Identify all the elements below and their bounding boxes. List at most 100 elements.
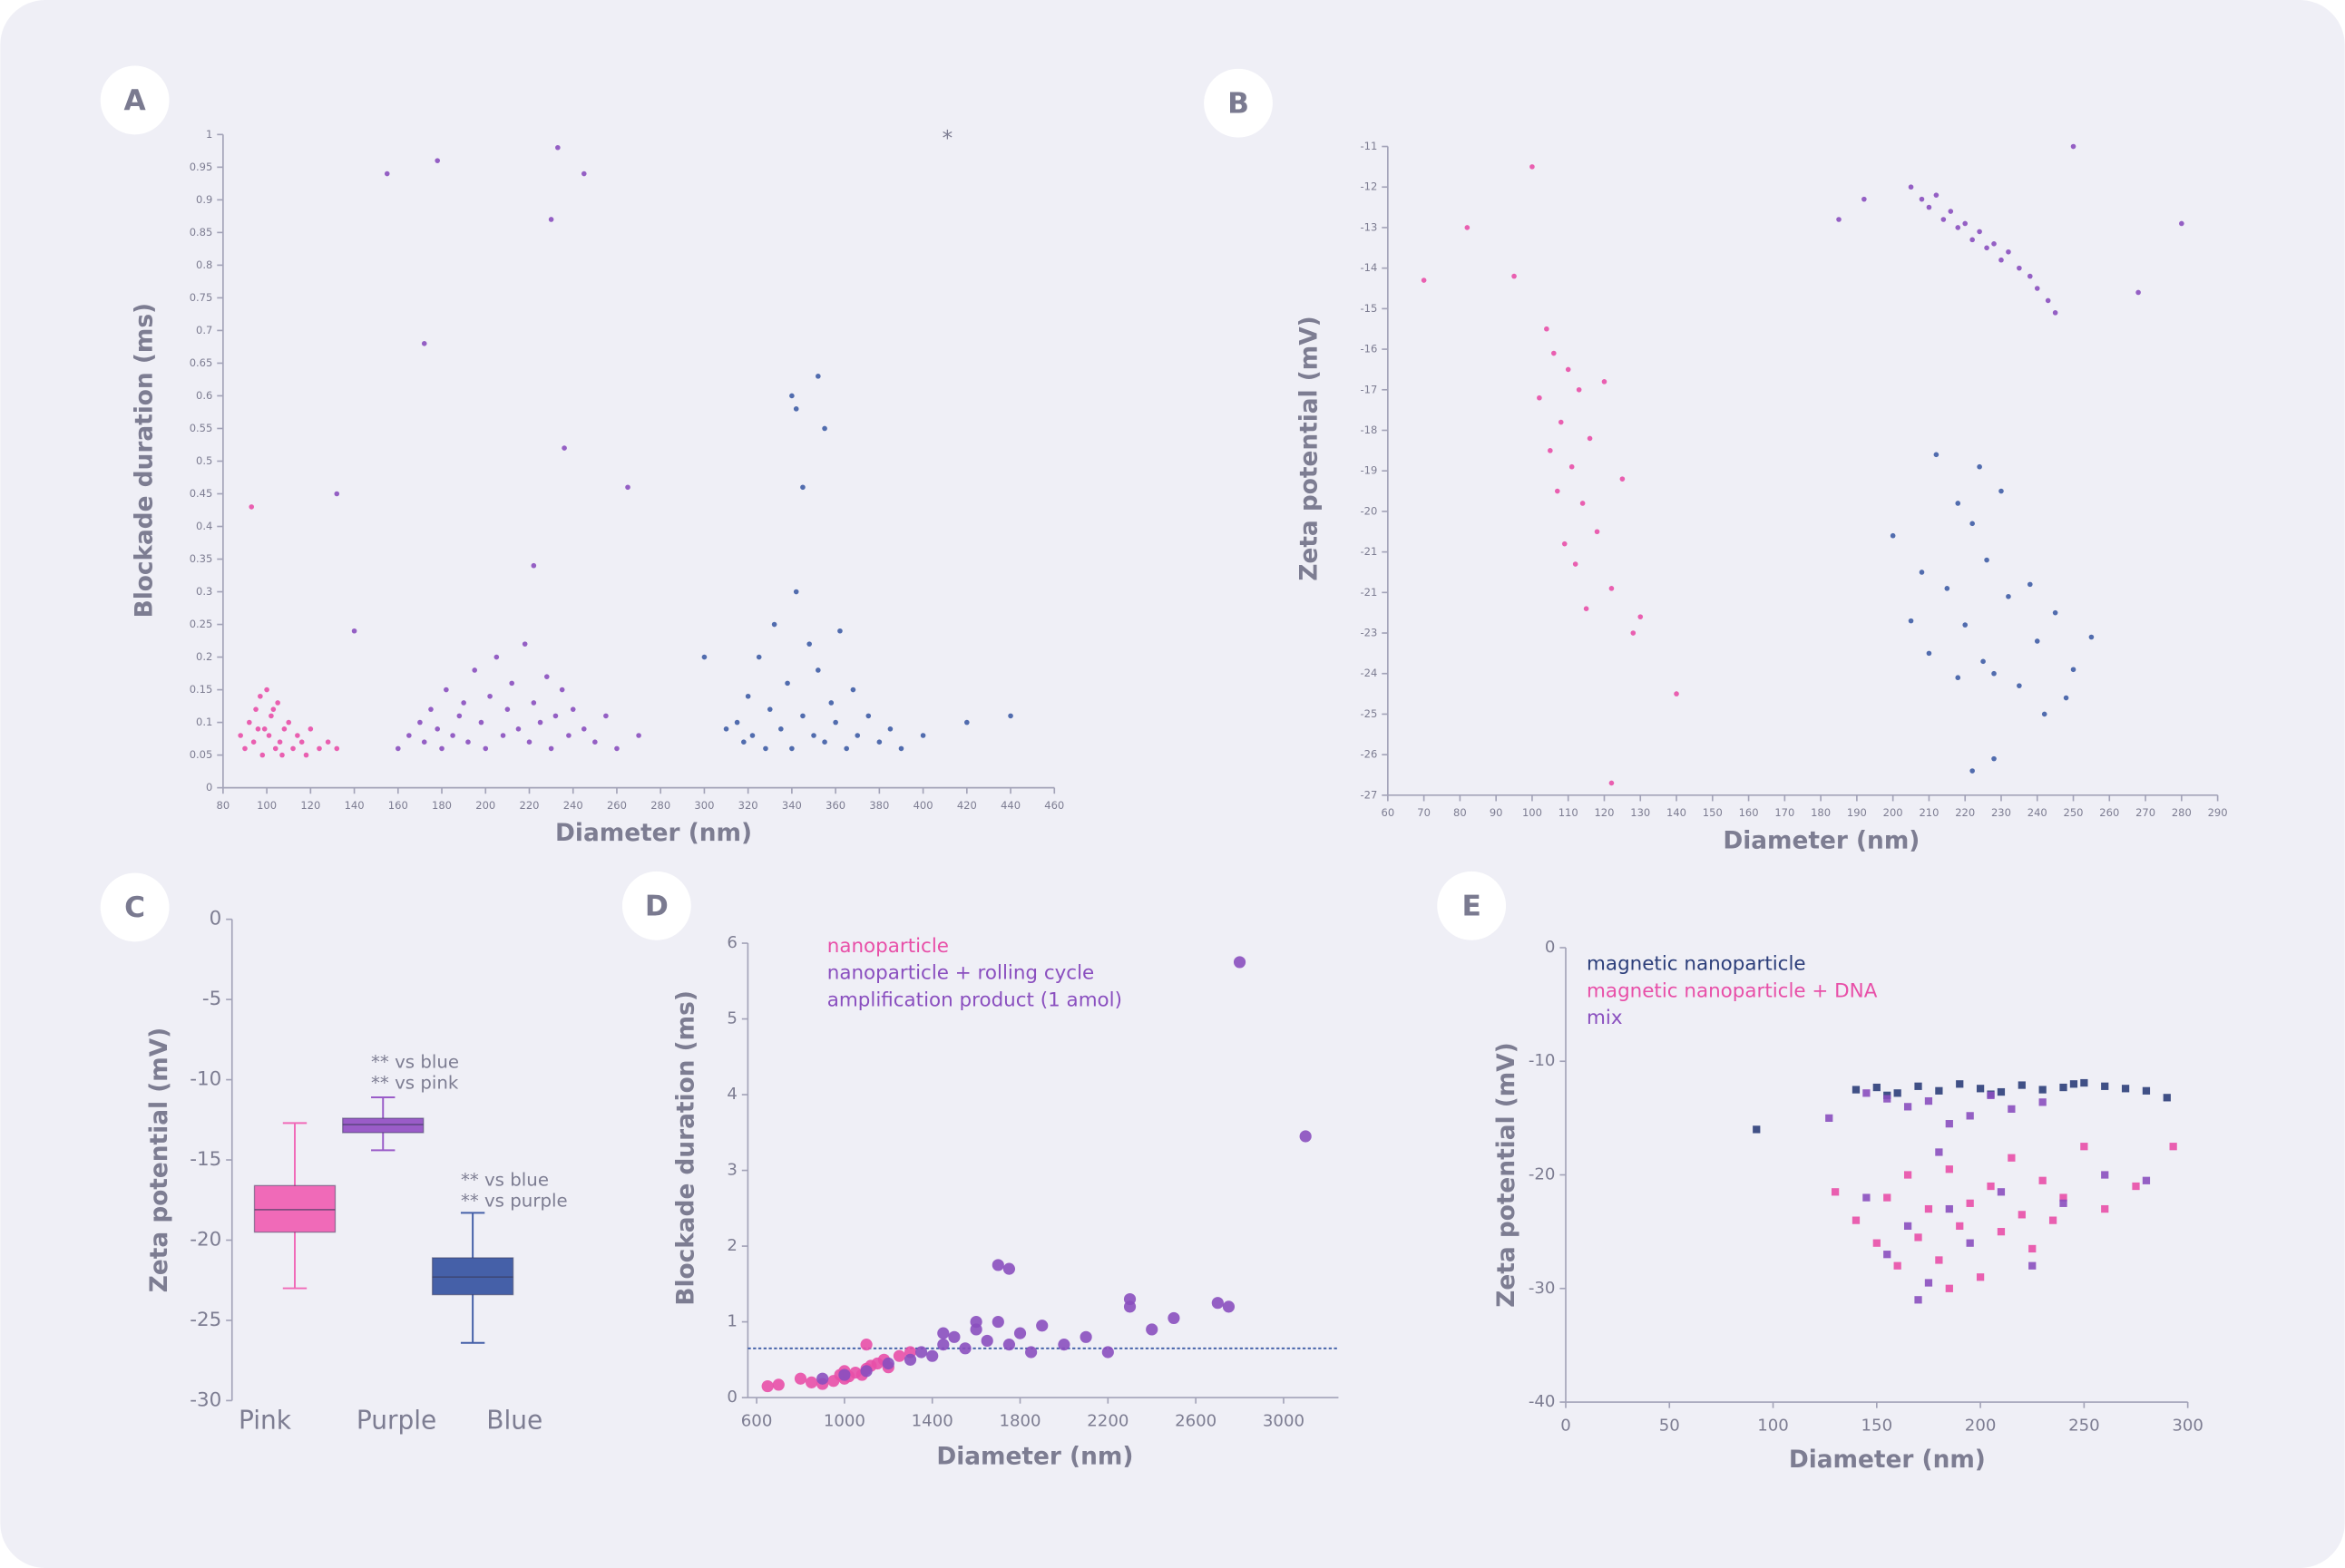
point — [537, 719, 543, 726]
point — [270, 706, 277, 712]
point — [855, 733, 861, 738]
y-tick-label: -30 — [190, 1388, 221, 1411]
y-tick-label: 1 — [206, 128, 212, 141]
point — [789, 745, 795, 752]
x-tick-label: 200 — [1965, 1416, 1997, 1435]
y-tick-label: -10 — [190, 1068, 221, 1091]
point — [1966, 1199, 1974, 1207]
point — [701, 654, 708, 660]
annotation: ** vs blue — [461, 1170, 549, 1191]
x-tick-label: 320 — [738, 799, 758, 812]
y-axis-label: Zeta potential (mV) — [1493, 1042, 1520, 1307]
point — [1980, 658, 1986, 665]
point — [1903, 1103, 1912, 1111]
point — [1565, 366, 1571, 373]
point — [1924, 1096, 1933, 1105]
y-tick-label: -10 — [1529, 1051, 1556, 1070]
x-tick-label: 150 — [1703, 806, 1723, 819]
point — [303, 752, 309, 758]
point — [1058, 1339, 1070, 1351]
point — [421, 739, 427, 745]
legend-entry: nanoparticle + rolling cycle amplificati… — [826, 962, 1123, 1012]
point — [526, 739, 533, 745]
panel-badge — [100, 872, 170, 942]
point — [794, 1372, 807, 1385]
x-tick-label: 250 — [2064, 806, 2084, 819]
x-tick-label: 460 — [1044, 799, 1064, 812]
y-tick-label: 0.1 — [196, 716, 212, 728]
point — [261, 726, 268, 732]
point — [1956, 1080, 1964, 1088]
y-tick-label: 4 — [727, 1085, 738, 1104]
point — [1146, 1323, 1158, 1336]
point — [277, 739, 283, 745]
point — [2018, 1081, 2026, 1089]
point — [2008, 1154, 2016, 1162]
point — [887, 726, 894, 732]
point — [2059, 1199, 2067, 1207]
point — [1998, 488, 2004, 494]
point — [992, 1259, 1004, 1271]
point — [837, 628, 843, 634]
point — [1997, 1188, 2006, 1196]
panel-letter: C — [124, 891, 145, 924]
point — [2041, 711, 2047, 717]
box — [253, 1184, 337, 1233]
point — [2169, 1143, 2177, 1151]
point — [465, 739, 471, 745]
point — [548, 217, 554, 222]
y-tick-label: 0.9 — [196, 193, 212, 206]
point — [1601, 379, 1607, 385]
point — [793, 406, 799, 412]
point — [483, 745, 489, 752]
panel-badge — [100, 65, 170, 135]
y-tick-label: 0 — [210, 908, 222, 930]
point — [1987, 1182, 1995, 1191]
point — [1945, 1204, 1953, 1213]
x-tick-label: 80 — [1453, 806, 1467, 819]
y-tick-label: -20 — [190, 1228, 221, 1251]
y-tick-label: 0 — [1545, 938, 1556, 957]
point — [1924, 1279, 1933, 1287]
point — [1977, 229, 1982, 235]
x-tick-label: 230 — [1991, 806, 2011, 819]
point — [1933, 192, 1940, 198]
point — [2008, 1105, 2016, 1113]
y-tick-label: 0.2 — [196, 650, 212, 663]
point — [1587, 435, 1593, 442]
x-tick-label: 100 — [1522, 806, 1542, 819]
point — [1908, 618, 1914, 624]
point — [2101, 1082, 2109, 1090]
point — [1991, 755, 1997, 762]
y-tick-label: 0.05 — [190, 748, 213, 761]
point — [1101, 1346, 1114, 1359]
y-tick-label: -24 — [1360, 667, 1377, 679]
x-tick-label: 80 — [217, 799, 230, 812]
point — [603, 713, 609, 719]
point — [548, 745, 554, 752]
point — [860, 1339, 873, 1351]
point — [351, 628, 357, 634]
y-tick-label: 0.65 — [190, 356, 213, 369]
point — [1025, 1346, 1038, 1359]
point — [992, 1315, 1004, 1329]
point — [1935, 1148, 1943, 1156]
legend-entry: nanoparticle — [826, 935, 949, 959]
point — [2069, 1080, 2078, 1088]
y-tick-label: -15 — [1360, 302, 1377, 315]
legend-box: nanoparticle nanoparticle + rolling cycle… — [827, 934, 1187, 1015]
point — [793, 589, 799, 595]
point — [286, 719, 292, 726]
point — [456, 713, 463, 719]
x-axis-label: Diameter (nm) — [555, 820, 752, 847]
point — [749, 733, 756, 738]
x-tick-label: 600 — [741, 1411, 773, 1430]
box — [431, 1257, 514, 1296]
x-tick-label: 300 — [2172, 1416, 2203, 1435]
point — [2059, 1083, 2067, 1092]
y-tick-label: 3 — [727, 1161, 738, 1180]
point — [844, 745, 849, 752]
point — [1872, 1083, 1881, 1092]
point — [435, 158, 441, 163]
x-tick-label: 220 — [520, 799, 540, 812]
